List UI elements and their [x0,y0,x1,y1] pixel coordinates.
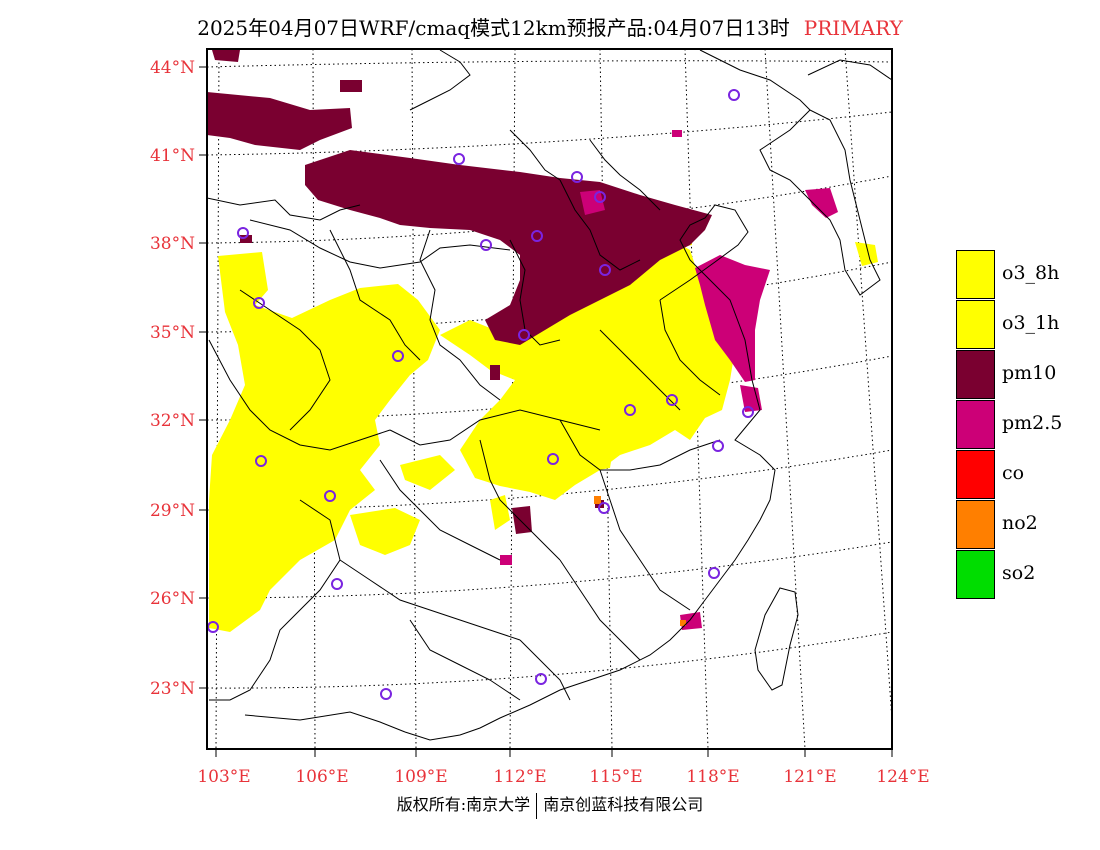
lon-labels: 103°E 106°E 109°E 112°E 115°E 118°E 121°… [197,767,929,787]
map-content [207,49,892,749]
lat-label-38: 38°N [150,234,195,254]
legend-label-co: co [1002,462,1025,484]
pm25-areas [500,130,838,630]
legend-label-so2: so2 [1002,562,1036,584]
copyright-right: 南京创蓝科技有限公司 [543,795,704,814]
lat-label-41: 41°N [150,146,195,166]
footer-separator [536,792,538,819]
lon-label-121: 121°E [783,767,836,787]
primary-tag: PRIMARY [803,16,903,40]
title-text: 2025年04月07日WRF/cmaq模式12km预报产品:04月07日13时 [197,16,790,40]
lon-label-124: 124°E [876,767,929,787]
legend-swatch-no2 [956,500,995,549]
pm10-areas [207,50,712,534]
legend-label-no2: no2 [1002,512,1038,534]
legend-label-pm10: pm10 [1002,362,1057,384]
legend-swatch-co [956,450,995,499]
no2-areas [594,496,686,626]
lat-label-29: 29°N [150,501,195,521]
legend-swatch-pm25 [956,400,995,449]
legend-label-o3-8h: o3_8h [1002,262,1060,284]
map-title: 2025年04月07日WRF/cmaq模式12km预报产品:04月07日13时 P… [0,12,1100,41]
lat-label-26: 26°N [150,589,195,609]
lon-label-109: 109°E [394,767,447,787]
lon-ticks [215,749,893,757]
lon-label-103: 103°E [197,767,250,787]
lat-label-32: 32°N [150,411,195,431]
legend-label-o3-1h: o3_1h [1002,312,1060,334]
lon-label-115: 115°E [589,767,642,787]
lat-label-44: 44°N [150,58,195,78]
copyright-left: 版权所有:南京大学 [396,795,531,814]
lat-ticks [199,66,207,689]
lat-labels: 44°N 41°N 38°N 35°N 32°N 29°N 26°N 23°N [150,58,195,699]
boundaries [207,49,892,741]
legend-swatch-o3-1h [956,300,995,349]
legend-label-pm25: pm2.5 [1002,412,1063,434]
lat-label-23: 23°N [150,679,195,699]
lon-label-118: 118°E [686,767,739,787]
legend-swatch-so2 [956,550,995,599]
legend-swatch-o3-8h [956,250,995,299]
city-markers [207,89,754,700]
lon-label-106: 106°E [295,767,348,787]
copyright-footer: 版权所有:南京大学 南京创蓝科技有限公司 [0,791,1100,819]
lon-label-112: 112°E [493,767,546,787]
map-frame [206,48,893,750]
lat-label-35: 35°N [150,323,195,343]
legend-swatch-pm10 [956,350,995,399]
